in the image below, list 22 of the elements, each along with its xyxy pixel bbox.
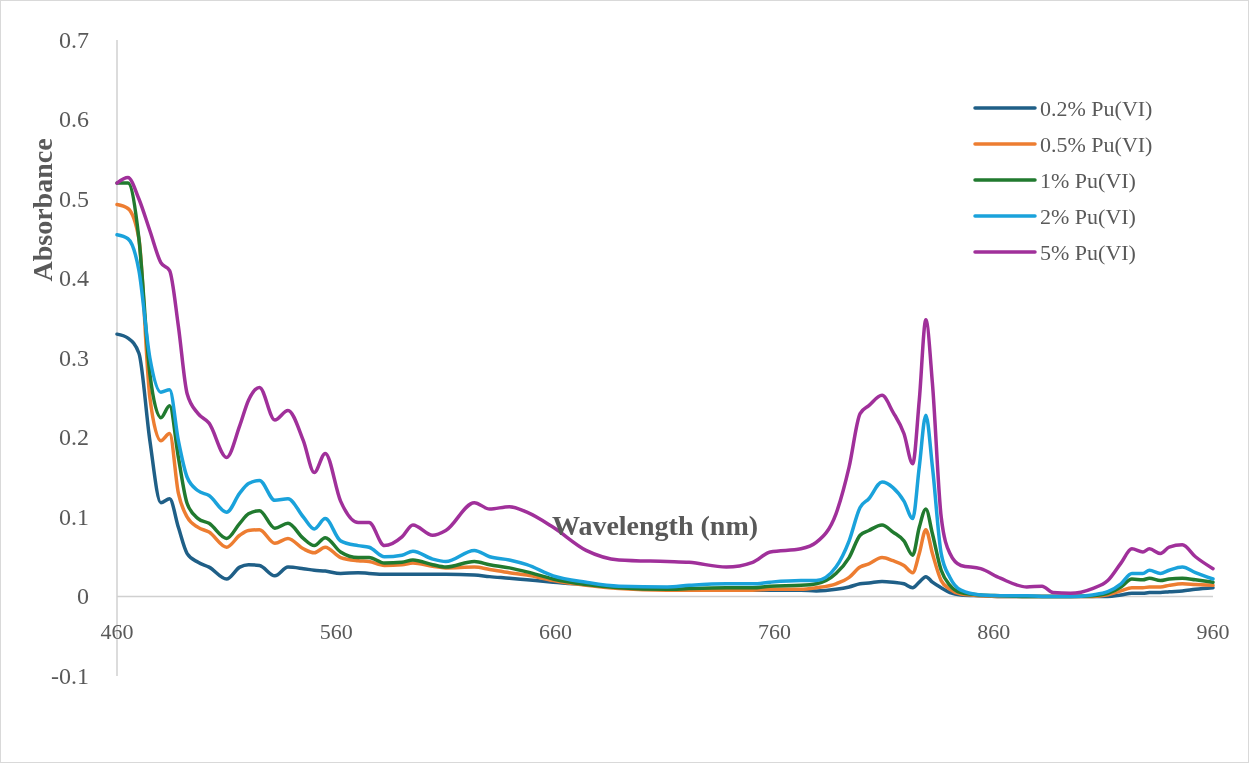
legend-label: 2% Pu(VI) — [1040, 203, 1136, 229]
x-tick-label: 660 — [538, 618, 572, 644]
y-tick-label: 0.2 — [59, 424, 89, 451]
legend-label: 0.2% Pu(VI) — [1040, 95, 1153, 121]
x-tick-label: 760 — [758, 618, 792, 644]
y-tick-label: 0.6 — [59, 106, 89, 133]
y-tick-label: 0.3 — [59, 344, 89, 371]
legend-label: 1% Pu(VI) — [1040, 167, 1136, 193]
y-tick-label: 0.5 — [59, 185, 89, 212]
legend-label: 5% Pu(VI) — [1040, 239, 1136, 265]
y-tick-label: 0 — [77, 583, 89, 610]
y-tick-label: 0.4 — [59, 265, 89, 292]
x-tick-label: 860 — [977, 618, 1011, 644]
legend-label: 0.5% Pu(VI) — [1040, 131, 1153, 157]
x-tick-label: 960 — [1196, 618, 1230, 644]
x-tick-label: 460 — [100, 618, 134, 644]
x-axis-title: Wavelength (nm) — [551, 509, 759, 541]
y-axis-title: Absorbance — [27, 138, 58, 282]
y-tick-label: 0.7 — [59, 26, 89, 53]
y-tick-label: -0.1 — [51, 662, 89, 689]
x-tick-label: 560 — [319, 618, 353, 644]
y-tick-label: 0.1 — [59, 503, 89, 530]
